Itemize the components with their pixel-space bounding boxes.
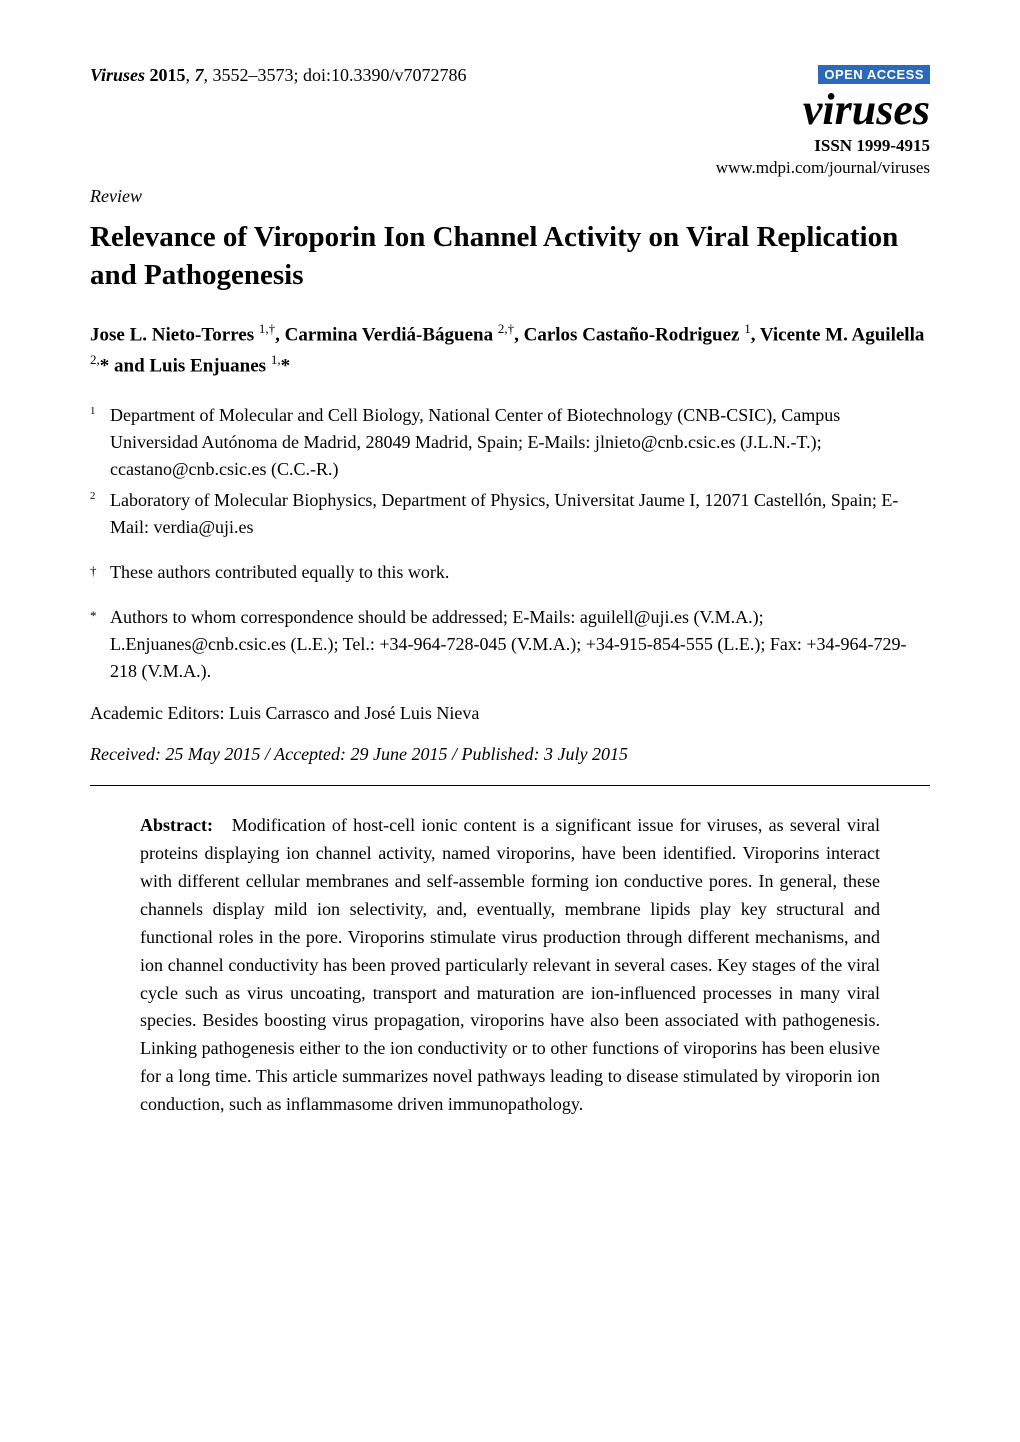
publication-dates: Received: 25 May 2015 / Accepted: 29 Jun… <box>90 744 930 765</box>
pub-pages-doi: , 3552–3573; doi:10.3390/v7072786 <box>204 65 467 85</box>
header-row: Viruses 2015, 7, 3552–3573; doi:10.3390/… <box>90 65 930 178</box>
affiliation-text: Laboratory of Molecular Biophysics, Depa… <box>106 487 930 541</box>
correspondence-note: * Authors to whom correspondence should … <box>90 604 930 685</box>
journal-url: www.mdpi.com/journal/viruses <box>716 158 930 178</box>
affiliation-item: 1Department of Molecular and Cell Biolog… <box>90 402 930 483</box>
affiliation-marker: 2 <box>90 487 106 541</box>
affiliation-text: Department of Molecular and Cell Biology… <box>106 402 930 483</box>
academic-editors: Academic Editors: Luis Carrasco and José… <box>90 703 930 724</box>
authors-list: Jose L. Nieto-Torres 1,†, Carmina Verdiá… <box>90 319 930 382</box>
citation: Viruses 2015, 7, 3552–3573; doi:10.3390/… <box>90 65 467 86</box>
abstract-text: Modification of host-cell ionic content … <box>140 815 880 1114</box>
affiliations-list: 1Department of Molecular and Cell Biolog… <box>90 402 930 541</box>
affiliation-item: 2Laboratory of Molecular Biophysics, Dep… <box>90 487 930 541</box>
affiliation-marker: 1 <box>90 402 106 483</box>
article-title: Relevance of Viroporin Ion Channel Activ… <box>90 219 930 294</box>
issn: ISSN 1999-4915 <box>716 136 930 156</box>
open-access-badge: OPEN ACCESS <box>818 65 930 84</box>
journal-logo: viruses <box>716 86 930 134</box>
equal-contribution-text: These authors contributed equally to thi… <box>106 559 930 586</box>
correspondence-text: Authors to whom correspondence should be… <box>106 604 930 685</box>
abstract-label: Abstract: <box>140 815 213 835</box>
article-type: Review <box>90 186 930 207</box>
equal-contribution-marker: † <box>90 559 106 586</box>
separator-line <box>90 785 930 786</box>
journal-branding-block: OPEN ACCESS viruses ISSN 1999-4915 www.m… <box>716 65 930 178</box>
pub-year: 2015 <box>150 65 186 85</box>
journal-name: Viruses <box>90 65 145 85</box>
abstract: Abstract: Modification of host-cell ioni… <box>90 812 930 1119</box>
correspondence-marker: * <box>90 604 106 685</box>
pub-volume: 7 <box>195 65 204 85</box>
equal-contribution-note: † These authors contributed equally to t… <box>90 559 930 586</box>
